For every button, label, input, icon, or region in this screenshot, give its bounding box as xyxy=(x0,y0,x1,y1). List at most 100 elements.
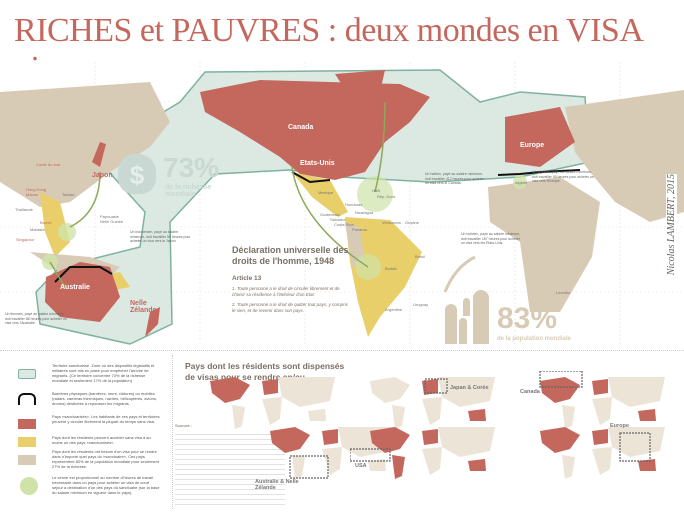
thumb-region-sa xyxy=(392,455,405,479)
thumb-region-as xyxy=(608,377,665,407)
visa-map-thumbnail: Canada xyxy=(520,370,670,433)
declaration-article: Article 13 xyxy=(232,275,262,282)
thumb-region-na xyxy=(540,377,580,403)
visa-map-thumbnail: USA xyxy=(349,421,500,483)
thumb-label: Canada xyxy=(520,389,540,395)
flow-arrows xyxy=(49,101,386,288)
label-honduras: Honduras xyxy=(345,202,363,207)
label-brunei: Brunei xyxy=(40,220,52,225)
bottom-panel: Territoire sanctuarisé. Zone où des disp… xyxy=(0,350,684,513)
map-svg xyxy=(0,62,684,347)
label-uruguay: Uruguay xyxy=(413,302,429,307)
label-repdom: Rép. Dom. xyxy=(377,194,397,199)
thumb-region-af xyxy=(422,447,442,475)
thumb-region-au xyxy=(368,459,386,471)
north-america xyxy=(200,80,430,180)
signature: Nicolas LAMBERT, 2015 xyxy=(666,174,677,276)
wealth-percent: 73% xyxy=(163,152,220,183)
declaration-box: Déclaration universelle des droits de l'… xyxy=(232,245,352,314)
japan xyxy=(92,142,106,167)
thumb-region-eu xyxy=(422,379,438,395)
cost-circle-algerie xyxy=(513,175,527,189)
asia-east xyxy=(0,82,170,207)
central-america xyxy=(292,172,348,217)
label-malaisie: Malaisie xyxy=(30,227,45,232)
greenland xyxy=(335,70,385,97)
label-singapour: Singapour xyxy=(16,237,35,242)
label-hongkong: Hong Kong Macao xyxy=(26,187,47,197)
label-coree: Corée du sud xyxy=(36,162,61,167)
label-costarica: Costa Rica xyxy=(334,222,354,227)
asia-west xyxy=(565,90,684,222)
label-australie: Australie xyxy=(60,284,90,291)
thumb-highlight-box xyxy=(289,455,329,479)
south-america xyxy=(345,217,422,337)
legend-item-zone: Territoire sanctuarisé. Zone où des disp… xyxy=(52,363,155,383)
legend-visa-swatch xyxy=(18,455,36,465)
thumb-highlight-box xyxy=(424,378,448,394)
thumb-region-as xyxy=(438,377,495,407)
thumb-region-na xyxy=(370,377,410,403)
thumb-highlight-box xyxy=(349,448,391,462)
label-argentine: Argentine xyxy=(385,307,403,312)
legend-zone-swatch xyxy=(18,369,36,379)
legend-item-visafree: Pays dont les résidents peuvent accéder … xyxy=(52,435,151,445)
population-caption: de la population mondiale xyxy=(497,336,572,342)
label-lesotho: Lesotho xyxy=(556,290,571,295)
thumb-label: USA xyxy=(355,463,367,469)
thumb-region-eu xyxy=(322,429,338,445)
cost-circle-indonesie xyxy=(58,223,76,241)
australia xyxy=(45,262,120,322)
visa-panel-title: Pays dont les résidents sont dispensés d… xyxy=(185,361,345,382)
thumb-region-na xyxy=(270,427,310,453)
thumb-region-af xyxy=(322,447,342,475)
thumb-region-au xyxy=(638,409,656,421)
thumb-region-na xyxy=(370,427,410,453)
note-bolivie: Un bolivien, payé au salaire minimum, do… xyxy=(461,232,521,245)
thumb-region-af xyxy=(592,397,612,425)
note-algerie: Un algérien, payé au salaire minimum, do… xyxy=(532,170,594,183)
thumb-region-au xyxy=(638,459,656,471)
thumb-label: Australie & Nelle Zélande xyxy=(255,479,299,491)
legend-item-visa: Pays dont les résidents ont besoin d'un … xyxy=(52,449,159,469)
note-indonesie: Un indonésien, payé au salaire minimum, … xyxy=(130,230,191,243)
label-haiti: Haïti xyxy=(372,188,381,193)
label-europe: Europe xyxy=(520,142,545,149)
label-salvador: Salvador xyxy=(330,217,346,222)
thumb-region-af xyxy=(592,447,612,475)
label-mexique: Mexique xyxy=(318,190,334,195)
label-papouasie: Papouasie Nelle Guinée xyxy=(100,214,124,224)
note-haiti: Un haïtien, payé au salaire minimum, doi… xyxy=(425,172,484,185)
declaration-p1: 1. Toute personne a le droit de circuler… xyxy=(232,286,340,297)
label-nicaragua: Nicaragua xyxy=(355,210,374,215)
population-arrow xyxy=(443,255,476,293)
label-algerie: Algérie xyxy=(515,180,528,185)
label-guyane: Guyane xyxy=(405,220,420,225)
thumb-region-sa xyxy=(562,455,575,479)
label-nz: Nelle Zélande xyxy=(130,300,157,314)
thumb-region-eu xyxy=(422,429,438,445)
label-venezuela: Venezuela xyxy=(382,220,401,225)
divider xyxy=(172,355,173,509)
world-map: Canada Etats-Unis Europe Japon Australie… xyxy=(0,62,684,347)
thumb-highlight-box xyxy=(619,432,651,462)
thumb-region-eu xyxy=(592,379,608,395)
label-guatemala: Guatemala xyxy=(320,212,340,217)
label-bresil: Brésil xyxy=(415,254,426,259)
label-bolivie: Bolivie xyxy=(385,266,397,271)
thumb-region-as xyxy=(438,427,495,457)
source-lines xyxy=(175,431,285,506)
thumb-region-af xyxy=(262,397,282,425)
andes xyxy=(345,222,365,267)
label-panama: Panama xyxy=(352,227,367,232)
africa xyxy=(488,177,600,312)
europe xyxy=(505,107,575,167)
legend-item-sanctuary: Pays «sanctuarisés». Les habitants de ce… xyxy=(52,414,160,424)
physical-barrier xyxy=(497,169,581,176)
thumb-region-sa xyxy=(292,455,305,479)
thumb-region-eu xyxy=(262,379,278,395)
thumb-highlight-box xyxy=(539,370,583,388)
money-bag-icon: $ xyxy=(118,154,156,194)
thumb-region-au xyxy=(468,459,486,471)
label-usa: Etats-Unis xyxy=(300,160,335,167)
